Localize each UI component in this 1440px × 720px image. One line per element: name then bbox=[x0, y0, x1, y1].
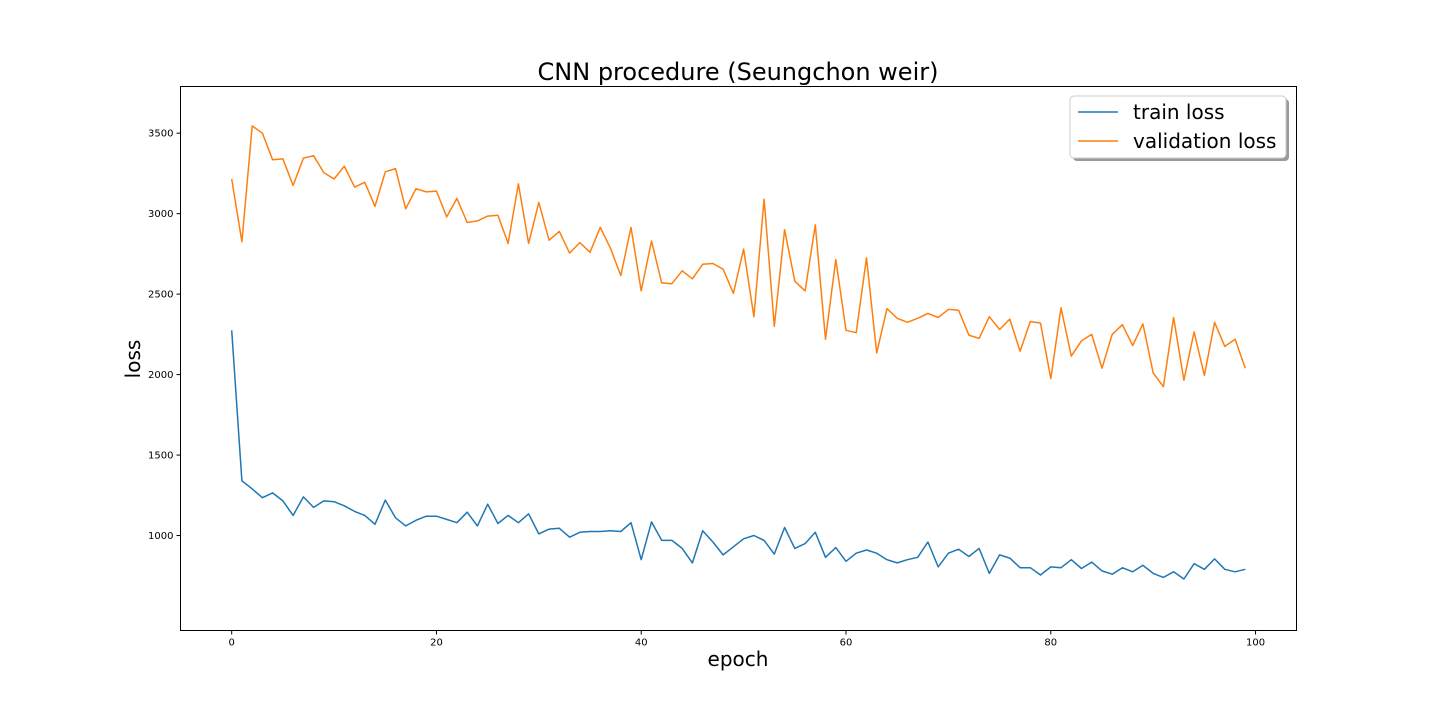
y-tick-label: 2500 bbox=[148, 290, 173, 301]
y-tick-label: 1500 bbox=[148, 451, 173, 462]
series-layer bbox=[230, 125, 1247, 580]
x-tick-label: 80 bbox=[1044, 638, 1057, 649]
x-tick-label: 100 bbox=[1246, 638, 1265, 649]
x-axis-label: epoch bbox=[708, 647, 769, 671]
legend-label: validation loss bbox=[1133, 129, 1276, 153]
chart-title: CNN procedure (Seungchon weir) bbox=[538, 58, 939, 86]
y-tick-label: 3500 bbox=[148, 129, 173, 140]
x-tick-label: 0 bbox=[229, 638, 235, 649]
y-tick-label: 2000 bbox=[148, 370, 173, 381]
x-tick-label: 20 bbox=[430, 638, 443, 649]
y-tick-label: 1000 bbox=[148, 531, 173, 542]
x-axis-ticks: 0 20 40 60 80 100 bbox=[229, 630, 1265, 649]
x-tick-label: 60 bbox=[840, 638, 853, 649]
series-line-train-loss bbox=[230, 330, 1246, 580]
series-line-validation-loss bbox=[230, 125, 1247, 388]
x-tick-label: 40 bbox=[635, 638, 648, 649]
plot-frame bbox=[180, 86, 1297, 631]
legend-label: train loss bbox=[1133, 100, 1225, 124]
y-tick-label: 3000 bbox=[148, 209, 173, 220]
legend: train loss validation loss bbox=[1069, 95, 1289, 161]
legend-box bbox=[1069, 95, 1287, 159]
y-axis-label: loss bbox=[121, 340, 145, 379]
y-axis-ticks: 1000 1500 2000 2500 3000 3500 bbox=[148, 129, 181, 542]
